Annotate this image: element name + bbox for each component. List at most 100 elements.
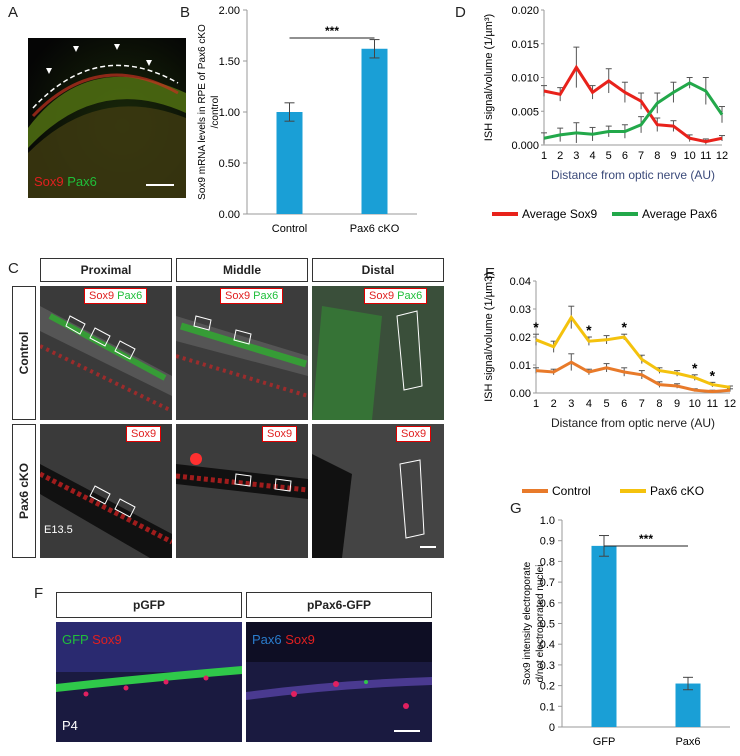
x-tick-label: 11 — [700, 150, 711, 162]
panel-c-cko-distal-tag: Sox9 — [396, 426, 432, 442]
bar — [591, 545, 617, 727]
panel-f-left-image: GFP Sox9 P4 — [56, 622, 242, 742]
panel-c-control-proximal-tag: Sox9 Pax6 — [84, 288, 148, 304]
significance-star: * — [692, 360, 698, 376]
x-tick-label: 9 — [674, 398, 680, 410]
tag-sox9: Sox9 — [131, 428, 157, 440]
panel-f-legend-sox9: Sox9 — [92, 632, 122, 647]
y-tick-label: 1.0 — [540, 515, 555, 527]
y-tick-label: 0.7 — [540, 577, 555, 589]
panel-f-letter: F — [34, 585, 44, 602]
x-tick-label: 4 — [589, 150, 595, 162]
x-tick-label: 9 — [670, 150, 676, 162]
x-tick-label: 5 — [606, 150, 612, 162]
x-tick-label: 2 — [551, 398, 557, 410]
bar — [675, 683, 701, 727]
tag-pax6: Pax6 — [117, 290, 143, 302]
y-tick-label: 0.005 — [511, 106, 539, 118]
x-tick-label: 8 — [656, 398, 662, 410]
chart-b: 0.00 0.50 1.00 1.50 2.00 Control Pax6 cKO *** So… — [197, 5, 417, 235]
panel-a-micrograph: Sox9 Pax6 — [28, 38, 186, 198]
bar — [276, 112, 303, 214]
bar — [361, 48, 388, 215]
panel-c-control-distal-tag: Sox9 Pax6 — [364, 288, 428, 304]
panel-d-letter: D — [455, 4, 466, 21]
panel-c-col-proximal: Proximal — [40, 258, 172, 282]
panel-f-col-pgfp: pGFP — [56, 592, 242, 618]
y-axis-label: ISH signal/volume (1/µm3) — [483, 272, 495, 402]
panel-f-legend-sox9-right: Sox9 — [285, 632, 315, 647]
panel-e-letter: E — [485, 265, 496, 282]
y-axis-label: /control — [210, 96, 221, 129]
chart-e: 0.000.010.020.030.041 2 3 4 5 6 7 8 9 10 11 12* * ** *… — [483, 272, 736, 498]
legend-label: Control — [552, 484, 591, 498]
x-tick-label: 6 — [621, 398, 627, 410]
x-tick-label: 5 — [603, 398, 609, 410]
y-axis-label: Sox9 mRNA levels in RPE of Pax6 cKO — [197, 24, 208, 200]
x-tick-label: 12 — [724, 398, 736, 410]
y-tick-label: 0.02 — [510, 332, 531, 344]
panel-f-age: P4 — [62, 718, 78, 733]
panel-c-row-cko-box — [12, 424, 36, 558]
panel-a-image — [28, 38, 186, 198]
y-axis-label: ISH signal/volume (1/µm³) — [483, 14, 495, 141]
significance-star: * — [586, 322, 592, 338]
chart-g: 0 0.1 0.2 0.3 0.4 0.5 0.6 0.7 0.8 0.9 1.0 GFP Pax6 **… — [522, 515, 730, 748]
y-tick-label: 0 — [549, 722, 555, 734]
panel-f-right-image: Pax6 Sox9 — [246, 622, 432, 742]
y-tick-label: 0.020 — [511, 5, 539, 17]
y-tick-label: 0.6 — [540, 598, 555, 610]
x-axis-label: Distance from optic nerve (AU) — [551, 168, 715, 182]
y-tick-label: 0.00 — [219, 209, 240, 221]
series-line — [543, 81, 724, 140]
y-tick-label: 0.000 — [511, 140, 539, 152]
panel-a-letter: A — [8, 4, 19, 21]
panel-c-stage: E13.5 — [44, 524, 73, 536]
x-tick-label: 11 — [707, 398, 718, 410]
x-category-label: GFP — [593, 736, 616, 748]
series-line — [543, 64, 723, 144]
panel-c-control-proximal — [40, 286, 172, 420]
tag-sox9: Sox9 — [401, 428, 427, 440]
y-axis-label: d/not electroporated nuclei — [535, 565, 546, 683]
panel-c-letter: C — [8, 260, 19, 277]
significance-star: * — [621, 319, 627, 335]
significance-stars: *** — [325, 24, 339, 38]
panel-c-row-control: Control — [17, 331, 31, 375]
tag-sox9: Sox9 — [225, 290, 251, 302]
y-tick-label: 0.50 — [219, 158, 240, 170]
panel-c-cko-proximal: E13.5 — [40, 424, 172, 558]
y-tick-label: 0.1 — [540, 701, 555, 713]
x-tick-label: 8 — [654, 150, 660, 162]
y-tick-label: 2.00 — [219, 5, 240, 17]
tag-pax6: Pax6 — [397, 290, 423, 302]
x-tick-label: 6 — [622, 150, 628, 162]
y-tick-label: 0.010 — [511, 73, 539, 85]
x-category-label: Pax6 cKO — [350, 223, 400, 235]
x-tick-label: 10 — [689, 398, 701, 410]
series-line — [535, 314, 731, 389]
panel-c-cko-proximal-tag: Sox9 — [126, 426, 162, 442]
panel-c-control-middle-tag: Sox9 Pax6 — [220, 288, 284, 304]
tag-pax6: Pax6 — [253, 290, 279, 302]
y-tick-label: 1.50 — [219, 56, 240, 68]
panel-f-col-ppax6gfp: pPax6-GFP — [246, 592, 432, 618]
panel-f-legend-gfp: GFP — [62, 632, 89, 647]
y-tick-label: 1.00 — [219, 107, 240, 119]
x-tick-label: 7 — [639, 398, 645, 410]
panel-c-row-cko: Pax6 cKO — [17, 462, 31, 520]
panel-a-legend-sox9: Sox9 — [34, 174, 64, 189]
panel-f-legend-pax6: Pax6 — [252, 632, 282, 647]
significance-star: * — [710, 367, 716, 383]
significance-stars: *** — [639, 532, 653, 546]
x-tick-label: 2 — [557, 150, 563, 162]
panel-c-col-middle: Middle — [176, 258, 308, 282]
y-tick-label: 0.04 — [510, 276, 531, 288]
panel-c-row-control-box — [12, 286, 36, 420]
x-category-label: Pax6 — [675, 736, 700, 748]
x-tick-label: 1 — [541, 150, 547, 162]
y-tick-label: 0.5 — [540, 619, 555, 631]
legend-label: Average Sox9 — [522, 207, 597, 221]
y-tick-label: 0.2 — [540, 681, 555, 693]
